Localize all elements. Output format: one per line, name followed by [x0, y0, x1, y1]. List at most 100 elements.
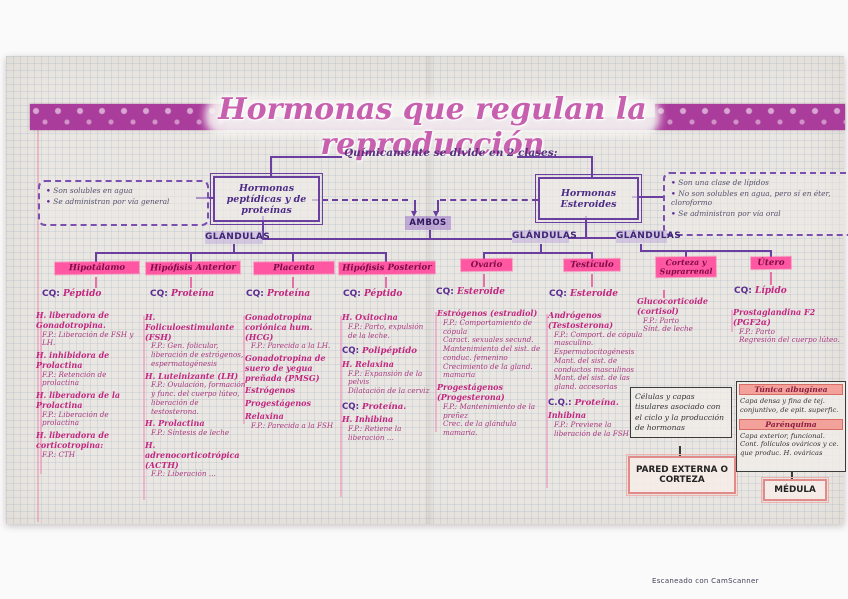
cq-label-hipofisis-posterior: CQ: Péptido — [343, 289, 402, 299]
hormone-line: Andrógenos (Testosterona) — [548, 310, 614, 330]
function-line: Dilatación de la cerviz — [348, 386, 430, 396]
gland-header-testiculo: Testículo — [563, 258, 621, 272]
gland-header-hipotalamo: Hipotálamo — [54, 261, 140, 275]
function-line: F.P.: Retiene la liberación … — [348, 424, 402, 442]
cq-prefix: CQ: — [734, 286, 752, 296]
cq-value: Proteína — [171, 289, 215, 299]
cq-label-ovario: CQ: Esteroide — [436, 287, 505, 297]
connector-line — [95, 277, 97, 288]
connector-line — [292, 277, 294, 288]
gland-header-hipofisis-anterior: Hipófisis Anterior — [145, 261, 241, 275]
connector-line — [40, 314, 42, 474]
title-halo — [205, 96, 660, 136]
connector-line — [540, 244, 542, 252]
glandulas-label-center: GLÁNDULAS — [512, 230, 578, 243]
function-line: Espermatocitogénesis — [554, 347, 635, 357]
connector-line — [292, 252, 294, 262]
note-line: Son una clase de lípidos — [671, 178, 846, 187]
hormone-line: Progestágenos (Progesterona) — [437, 382, 505, 402]
connector-line — [640, 250, 770, 252]
hormone-line: H. liberadora de corticotropina: — [36, 430, 110, 450]
cq-prefix: CQ: — [42, 289, 60, 299]
function-line: F.P.: Parecida a la FSH — [251, 420, 334, 430]
connector-line — [190, 277, 192, 288]
arrow-down-icon — [411, 211, 417, 217]
cq-line: CQ: Proteína. — [342, 401, 407, 412]
cq-prefix: CQ: — [150, 289, 168, 299]
medula-label: MÉDULA — [761, 477, 829, 503]
cq-prefix: CQ: — [246, 289, 264, 299]
cq-line: CQ: Polipéptido — [342, 346, 417, 357]
hormone-line: H. adrenocorticotrópica (ACTH) — [145, 440, 240, 470]
column-hipofisis-posterior: H. Oxitocina F.P.: Parto, expulsión de la… — [342, 310, 434, 443]
connector-line — [483, 252, 485, 261]
function-line: F.P.: Expansión de la pelvis — [348, 368, 423, 387]
cq-prefix: CQ: — [549, 289, 567, 299]
connector-line — [632, 196, 664, 198]
cq-line: C.Q.: Proteína. — [548, 397, 619, 408]
hormone-line: Progestágenos — [245, 398, 311, 409]
ovary-wall-description: Células y capas tisulares asociado con e… — [630, 387, 732, 438]
function-line: Crec. de la glándula mamaria. — [443, 419, 517, 438]
gland-header-ovario: Ovario — [460, 258, 513, 272]
hormone-line: H. liberadora de Gonadotropina. — [36, 310, 110, 330]
connector-line — [517, 156, 592, 158]
hormone-line: H. Oxitocina — [342, 312, 398, 322]
hormone-line: Estrógenos — [245, 385, 296, 396]
function-line: F.P.: Mantenimiento de la preñez — [443, 401, 536, 420]
hormone-line: Glucocorticoide (cortisol) — [637, 296, 708, 316]
connector-line — [731, 310, 733, 332]
cq-prefix: CQ: — [343, 289, 361, 299]
connector-line — [270, 156, 272, 177]
cq-value: Proteína — [267, 289, 311, 299]
class-box-peptide: Hormonas peptídicas y de proteínas — [210, 173, 323, 225]
cq-prefix: C.Q.: — [548, 397, 575, 408]
connector-line — [385, 277, 387, 288]
pared-externa-label: PARED EXTERNA O CORTEZA — [626, 454, 738, 496]
cq-label-hipofisis-anterior: CQ: Proteína — [150, 289, 214, 299]
connector-line — [262, 238, 512, 240]
connector-line — [435, 312, 437, 432]
hormone-line: H. Relaxina — [342, 358, 394, 369]
scanner-watermark: Escaneado con CamScanner — [652, 577, 759, 585]
column-hipotalamo: H. liberadora de Gonadotropina. F.P.: Lib… — [36, 308, 142, 459]
hormone-line: H. Foliculoestimulante (FSH) — [145, 312, 235, 342]
connector-line — [483, 252, 591, 254]
note-line: Son solubles en agua — [46, 186, 201, 195]
connector-line — [95, 252, 385, 254]
cq-prefix: CQ: — [342, 346, 363, 357]
function-line: Mantenimiento del sist. de conduc. femen… — [443, 344, 541, 362]
function-line: F.P.: Gen. folicular, liberación de estr… — [151, 341, 244, 368]
function-line: F.P.: Liberación de FSH y LH. — [42, 329, 134, 348]
function-line: Sínt. de leche — [643, 324, 693, 334]
connector-line — [190, 252, 192, 262]
cq-prefix: CQ: — [436, 287, 454, 297]
cq-value: Lípido — [755, 286, 787, 296]
function-line: F.P.: Comport. de cópula masculino. — [554, 329, 643, 348]
cq-prefix: CQ: — [342, 401, 363, 412]
connector-line — [233, 244, 235, 252]
hormone-line: Relaxina — [245, 410, 284, 421]
hormone-line: H. liberadora de la Prolactina — [36, 390, 121, 410]
connector-line — [663, 290, 665, 298]
function-line: Mant. del sist. de las gland. accesorias — [554, 373, 630, 392]
page-crease — [424, 56, 434, 524]
function-line: F.P.: Retención de prolactina — [42, 369, 107, 388]
connector-line — [270, 156, 342, 158]
function-line: Mant. del sist. de conductos masculinos — [554, 355, 635, 374]
hormone-line: Inhibina — [548, 410, 587, 421]
function-line: Caract. sexuales secund. — [443, 335, 534, 345]
connector-line — [440, 199, 538, 201]
function-line: F.P.: Previene la liberación de la FSH — [554, 420, 629, 438]
connector-line — [640, 244, 642, 250]
parenquima-header: Parénquima — [739, 418, 843, 430]
tunica-albuginea-header: Túnica albugínea — [739, 384, 843, 395]
function-line: F.P.: Síntesis de leche — [151, 428, 230, 438]
ovary-layers-box: Túnica albugínea Capa densa y fina de te… — [736, 381, 846, 472]
glandulas-label-right: GLÁNDULAS — [616, 230, 682, 243]
hormone-line: Prostaglandina F2 (PGF2α) — [733, 307, 816, 327]
connector-line — [791, 471, 793, 479]
function-line: F.P.: Comportamiento de cópula — [443, 317, 533, 336]
column-ovario: Estrógenos (estradiol) F.P.: Comportamien… — [437, 306, 541, 438]
